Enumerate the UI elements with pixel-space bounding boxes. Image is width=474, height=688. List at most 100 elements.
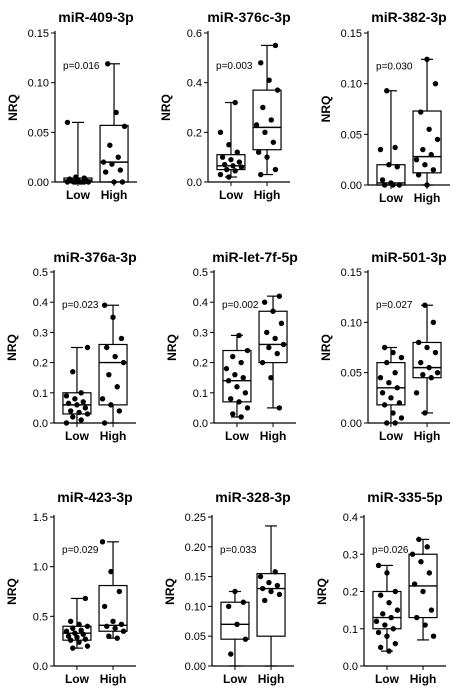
- box-iqr: [98, 343, 128, 406]
- data-point: [230, 353, 236, 360]
- data-point: [416, 536, 422, 543]
- chart-panel-6: miR-501-3p NRQ 0.00 0.05 0.10 0.15 Low High p=0.…: [319, 249, 450, 443]
- data-point: [415, 172, 422, 178]
- data-point: [390, 626, 396, 632]
- data-point: [226, 142, 232, 148]
- chart-title: miR-409-3p: [58, 9, 133, 25]
- x-tick-label-high: High: [414, 191, 441, 205]
- y-tick-label: 0.00: [185, 661, 206, 673]
- data-point: [78, 417, 84, 423]
- chart-title: miR-423-3p: [57, 489, 132, 505]
- y-tick-label: 0.05: [341, 368, 362, 380]
- data-point: [67, 618, 74, 624]
- y-tick-label: 0.25: [185, 512, 206, 524]
- x-tick-label-low: Low: [375, 672, 400, 686]
- box-iqr: [256, 573, 286, 637]
- data-point: [230, 163, 236, 169]
- data-point: [115, 154, 121, 160]
- data-point: [70, 414, 76, 420]
- data-point: [270, 308, 276, 314]
- data-point: [221, 161, 228, 168]
- data-point: [426, 570, 433, 576]
- chart-title: miR-let-7f-5p: [212, 249, 298, 265]
- data-point: [422, 162, 428, 168]
- data-point: [244, 405, 251, 411]
- data-point: [110, 618, 116, 624]
- p-value-label: p=0.003: [216, 61, 253, 72]
- y-tick-label: 1.0: [33, 562, 48, 574]
- data-point: [78, 627, 84, 633]
- data-point: [238, 359, 244, 366]
- y-tick-label: 0.10: [185, 601, 206, 613]
- data-point: [106, 371, 112, 378]
- box-low: [63, 121, 93, 183]
- x-tick-label-high: High: [101, 188, 128, 202]
- data-point: [379, 177, 386, 183]
- p-value-label: p=0.016: [63, 61, 100, 72]
- data-point: [232, 371, 238, 378]
- data-point: [432, 349, 439, 356]
- data-point: [116, 588, 123, 595]
- data-point: [424, 56, 430, 63]
- data-point: [234, 384, 240, 390]
- y-tick-label: 1.5: [33, 512, 48, 524]
- data-point: [420, 146, 426, 153]
- data-point: [64, 179, 71, 185]
- data-point: [264, 329, 270, 336]
- data-point: [377, 592, 384, 598]
- data-point: [259, 359, 266, 366]
- data-point: [432, 80, 439, 87]
- data-point: [118, 621, 125, 627]
- data-point: [274, 87, 281, 93]
- data-point: [82, 636, 89, 642]
- data-point: [76, 639, 82, 645]
- data-point: [224, 166, 230, 173]
- data-point: [236, 399, 242, 405]
- y-tick-label: 0.1: [343, 624, 358, 636]
- data-point: [107, 142, 113, 148]
- data-point: [255, 149, 262, 155]
- data-point: [392, 588, 399, 595]
- data-point: [268, 375, 274, 381]
- data-point: [274, 350, 280, 357]
- data-point: [70, 625, 76, 631]
- data-point: [84, 344, 91, 351]
- data-point: [219, 154, 226, 160]
- y-axis-label: NRQ: [319, 96, 333, 123]
- data-point: [236, 159, 243, 165]
- data-point: [70, 368, 76, 375]
- y-tick-label: 0.05: [341, 129, 362, 141]
- data-point: [82, 595, 89, 602]
- y-tick-label: 0.3: [33, 327, 48, 339]
- y-tick-label: 0.5: [33, 611, 48, 623]
- data-point: [85, 179, 92, 185]
- data-point: [278, 320, 285, 327]
- data-point: [386, 162, 392, 168]
- data-point: [67, 408, 74, 414]
- data-point: [242, 390, 249, 396]
- data-point: [414, 614, 420, 621]
- data-point: [422, 622, 428, 628]
- y-tick-label: 0.5: [193, 267, 208, 279]
- y-tick-label: 0.4: [187, 78, 202, 90]
- data-point: [240, 599, 247, 605]
- data-point: [384, 633, 390, 639]
- data-point: [386, 648, 392, 654]
- x-tick-label-low: Low: [379, 191, 404, 205]
- p-value-label: p=0.027: [376, 300, 413, 311]
- y-tick-label: 0.15: [185, 572, 206, 584]
- data-point: [120, 359, 127, 366]
- y-tick-label: 0.6: [187, 28, 202, 40]
- data-point: [80, 399, 86, 405]
- data-point: [70, 645, 76, 651]
- data-point: [65, 400, 72, 407]
- data-point: [426, 364, 432, 371]
- data-point: [262, 129, 268, 136]
- data-point: [228, 651, 234, 657]
- data-point: [381, 402, 388, 408]
- data-point: [384, 420, 390, 426]
- data-point: [377, 146, 384, 153]
- y-tick-label: 0.0: [33, 661, 48, 673]
- x-tick-label-low: Low: [219, 188, 244, 202]
- data-point: [388, 614, 394, 621]
